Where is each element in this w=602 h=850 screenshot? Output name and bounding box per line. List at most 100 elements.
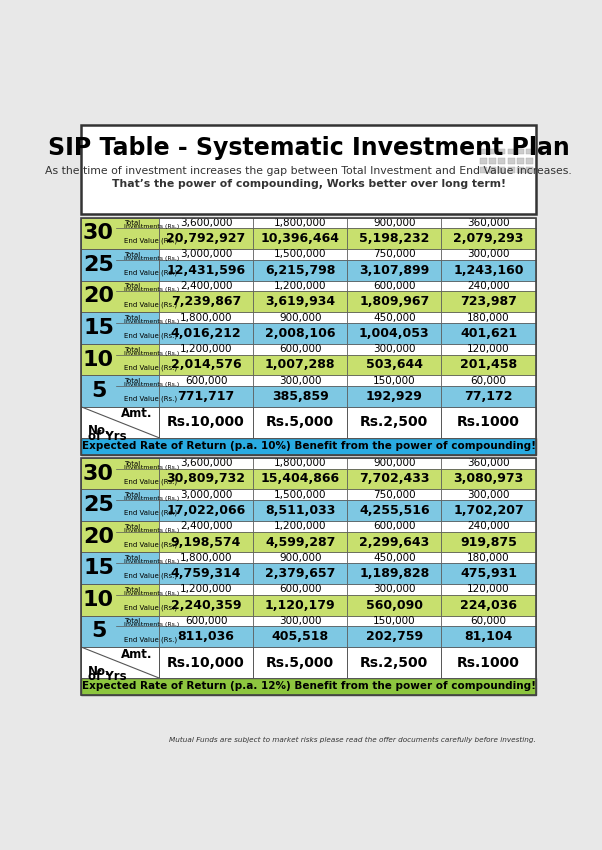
Text: No.: No. — [88, 424, 110, 437]
Bar — [441, 292, 536, 312]
Bar — [347, 280, 441, 292]
Text: 750,000: 750,000 — [373, 490, 415, 500]
Text: 224,036: 224,036 — [460, 598, 517, 612]
Bar — [81, 249, 159, 280]
Bar — [517, 149, 524, 155]
Bar — [81, 376, 159, 407]
Bar — [489, 149, 496, 155]
Text: 4,759,314: 4,759,314 — [171, 567, 241, 581]
Bar — [159, 531, 253, 552]
Text: Amt.: Amt. — [121, 648, 153, 660]
Text: Rs.2,500: Rs.2,500 — [360, 416, 429, 429]
Text: 900,000: 900,000 — [373, 218, 415, 228]
Text: 560,090: 560,090 — [366, 598, 423, 612]
Text: 3,000,000: 3,000,000 — [180, 249, 232, 259]
Bar — [81, 218, 536, 455]
Text: End Value (Rs.): End Value (Rs.) — [124, 301, 177, 308]
Bar — [441, 260, 536, 281]
Text: Mutual Funds are subject to market risks please read the offer documents careful: Mutual Funds are subject to market risks… — [169, 736, 536, 743]
Bar — [347, 595, 441, 615]
Bar — [159, 615, 253, 626]
Bar — [489, 167, 496, 173]
Bar — [347, 521, 441, 531]
Bar — [159, 386, 253, 407]
Bar — [81, 218, 159, 249]
Text: 12,431,596: 12,431,596 — [167, 264, 246, 277]
Text: 20: 20 — [83, 286, 114, 307]
Bar — [81, 552, 159, 584]
Text: 503,644: 503,644 — [366, 359, 423, 371]
Bar — [441, 249, 536, 260]
Text: 201,458: 201,458 — [460, 359, 517, 371]
Bar — [526, 158, 533, 163]
Bar — [159, 292, 253, 312]
Text: End Value (Rs.): End Value (Rs.) — [124, 636, 177, 643]
Bar — [347, 354, 441, 376]
Bar — [498, 149, 505, 155]
Bar — [159, 521, 253, 531]
Bar — [159, 552, 253, 564]
Text: 771,717: 771,717 — [178, 390, 235, 403]
Text: 475,931: 475,931 — [460, 567, 517, 581]
Text: 180,000: 180,000 — [467, 313, 510, 323]
Text: End Value (Rs.): End Value (Rs.) — [124, 604, 177, 611]
Bar — [253, 376, 347, 386]
Bar — [253, 595, 347, 615]
Bar — [489, 158, 496, 163]
Text: 150,000: 150,000 — [373, 616, 415, 626]
Bar — [347, 312, 441, 323]
Text: No.: No. — [88, 665, 110, 677]
Text: 2,400,000: 2,400,000 — [180, 281, 232, 291]
Text: 300,000: 300,000 — [467, 249, 510, 259]
Text: Investments (Rs.): Investments (Rs.) — [124, 287, 179, 292]
Bar — [253, 312, 347, 323]
Bar — [347, 615, 441, 626]
Text: 10: 10 — [83, 349, 114, 370]
Bar — [347, 343, 441, 354]
Bar — [480, 167, 487, 173]
Bar — [498, 158, 505, 163]
Bar — [441, 521, 536, 531]
Bar — [507, 158, 515, 163]
Text: That’s the power of compounding, Works better over long term!: That’s the power of compounding, Works b… — [111, 178, 506, 189]
Text: 1,809,967: 1,809,967 — [359, 295, 429, 309]
Text: 1,702,207: 1,702,207 — [453, 504, 524, 517]
Text: Investments (Rs.): Investments (Rs.) — [124, 591, 179, 596]
Bar — [81, 678, 536, 695]
Bar — [159, 626, 253, 647]
Text: Investments (Rs.): Investments (Rs.) — [124, 382, 179, 388]
Bar — [347, 229, 441, 249]
Text: SIP Table - Systematic Investment Plan: SIP Table - Systematic Investment Plan — [48, 136, 569, 160]
Bar — [347, 626, 441, 647]
Bar — [347, 458, 441, 468]
Bar — [253, 280, 347, 292]
Text: Total: Total — [124, 283, 140, 290]
Text: 1,800,000: 1,800,000 — [180, 552, 232, 563]
Text: 919,875: 919,875 — [460, 536, 517, 548]
Text: 900,000: 900,000 — [279, 313, 321, 323]
Text: 15: 15 — [83, 318, 114, 338]
Bar — [159, 229, 253, 249]
Bar — [347, 584, 441, 595]
Text: 300,000: 300,000 — [279, 376, 321, 386]
Bar — [347, 468, 441, 490]
Bar — [253, 468, 347, 490]
Text: of Yrs: of Yrs — [88, 670, 126, 683]
Text: End Value (Rs.): End Value (Rs.) — [124, 238, 177, 245]
Text: End Value (Rs.): End Value (Rs.) — [124, 541, 177, 547]
Bar — [253, 323, 347, 343]
Text: 120,000: 120,000 — [467, 585, 510, 594]
Bar — [159, 354, 253, 376]
Text: 25: 25 — [83, 255, 114, 275]
Bar — [507, 167, 515, 173]
Text: Rs.1000: Rs.1000 — [457, 655, 520, 670]
Text: 15: 15 — [83, 558, 114, 578]
Text: 8,511,033: 8,511,033 — [265, 504, 335, 517]
Bar — [507, 149, 515, 155]
Text: 1,500,000: 1,500,000 — [274, 490, 326, 500]
Bar — [81, 615, 159, 647]
Text: 450,000: 450,000 — [373, 313, 415, 323]
Bar — [441, 323, 536, 343]
Text: 750,000: 750,000 — [373, 249, 415, 259]
Bar — [81, 490, 159, 521]
